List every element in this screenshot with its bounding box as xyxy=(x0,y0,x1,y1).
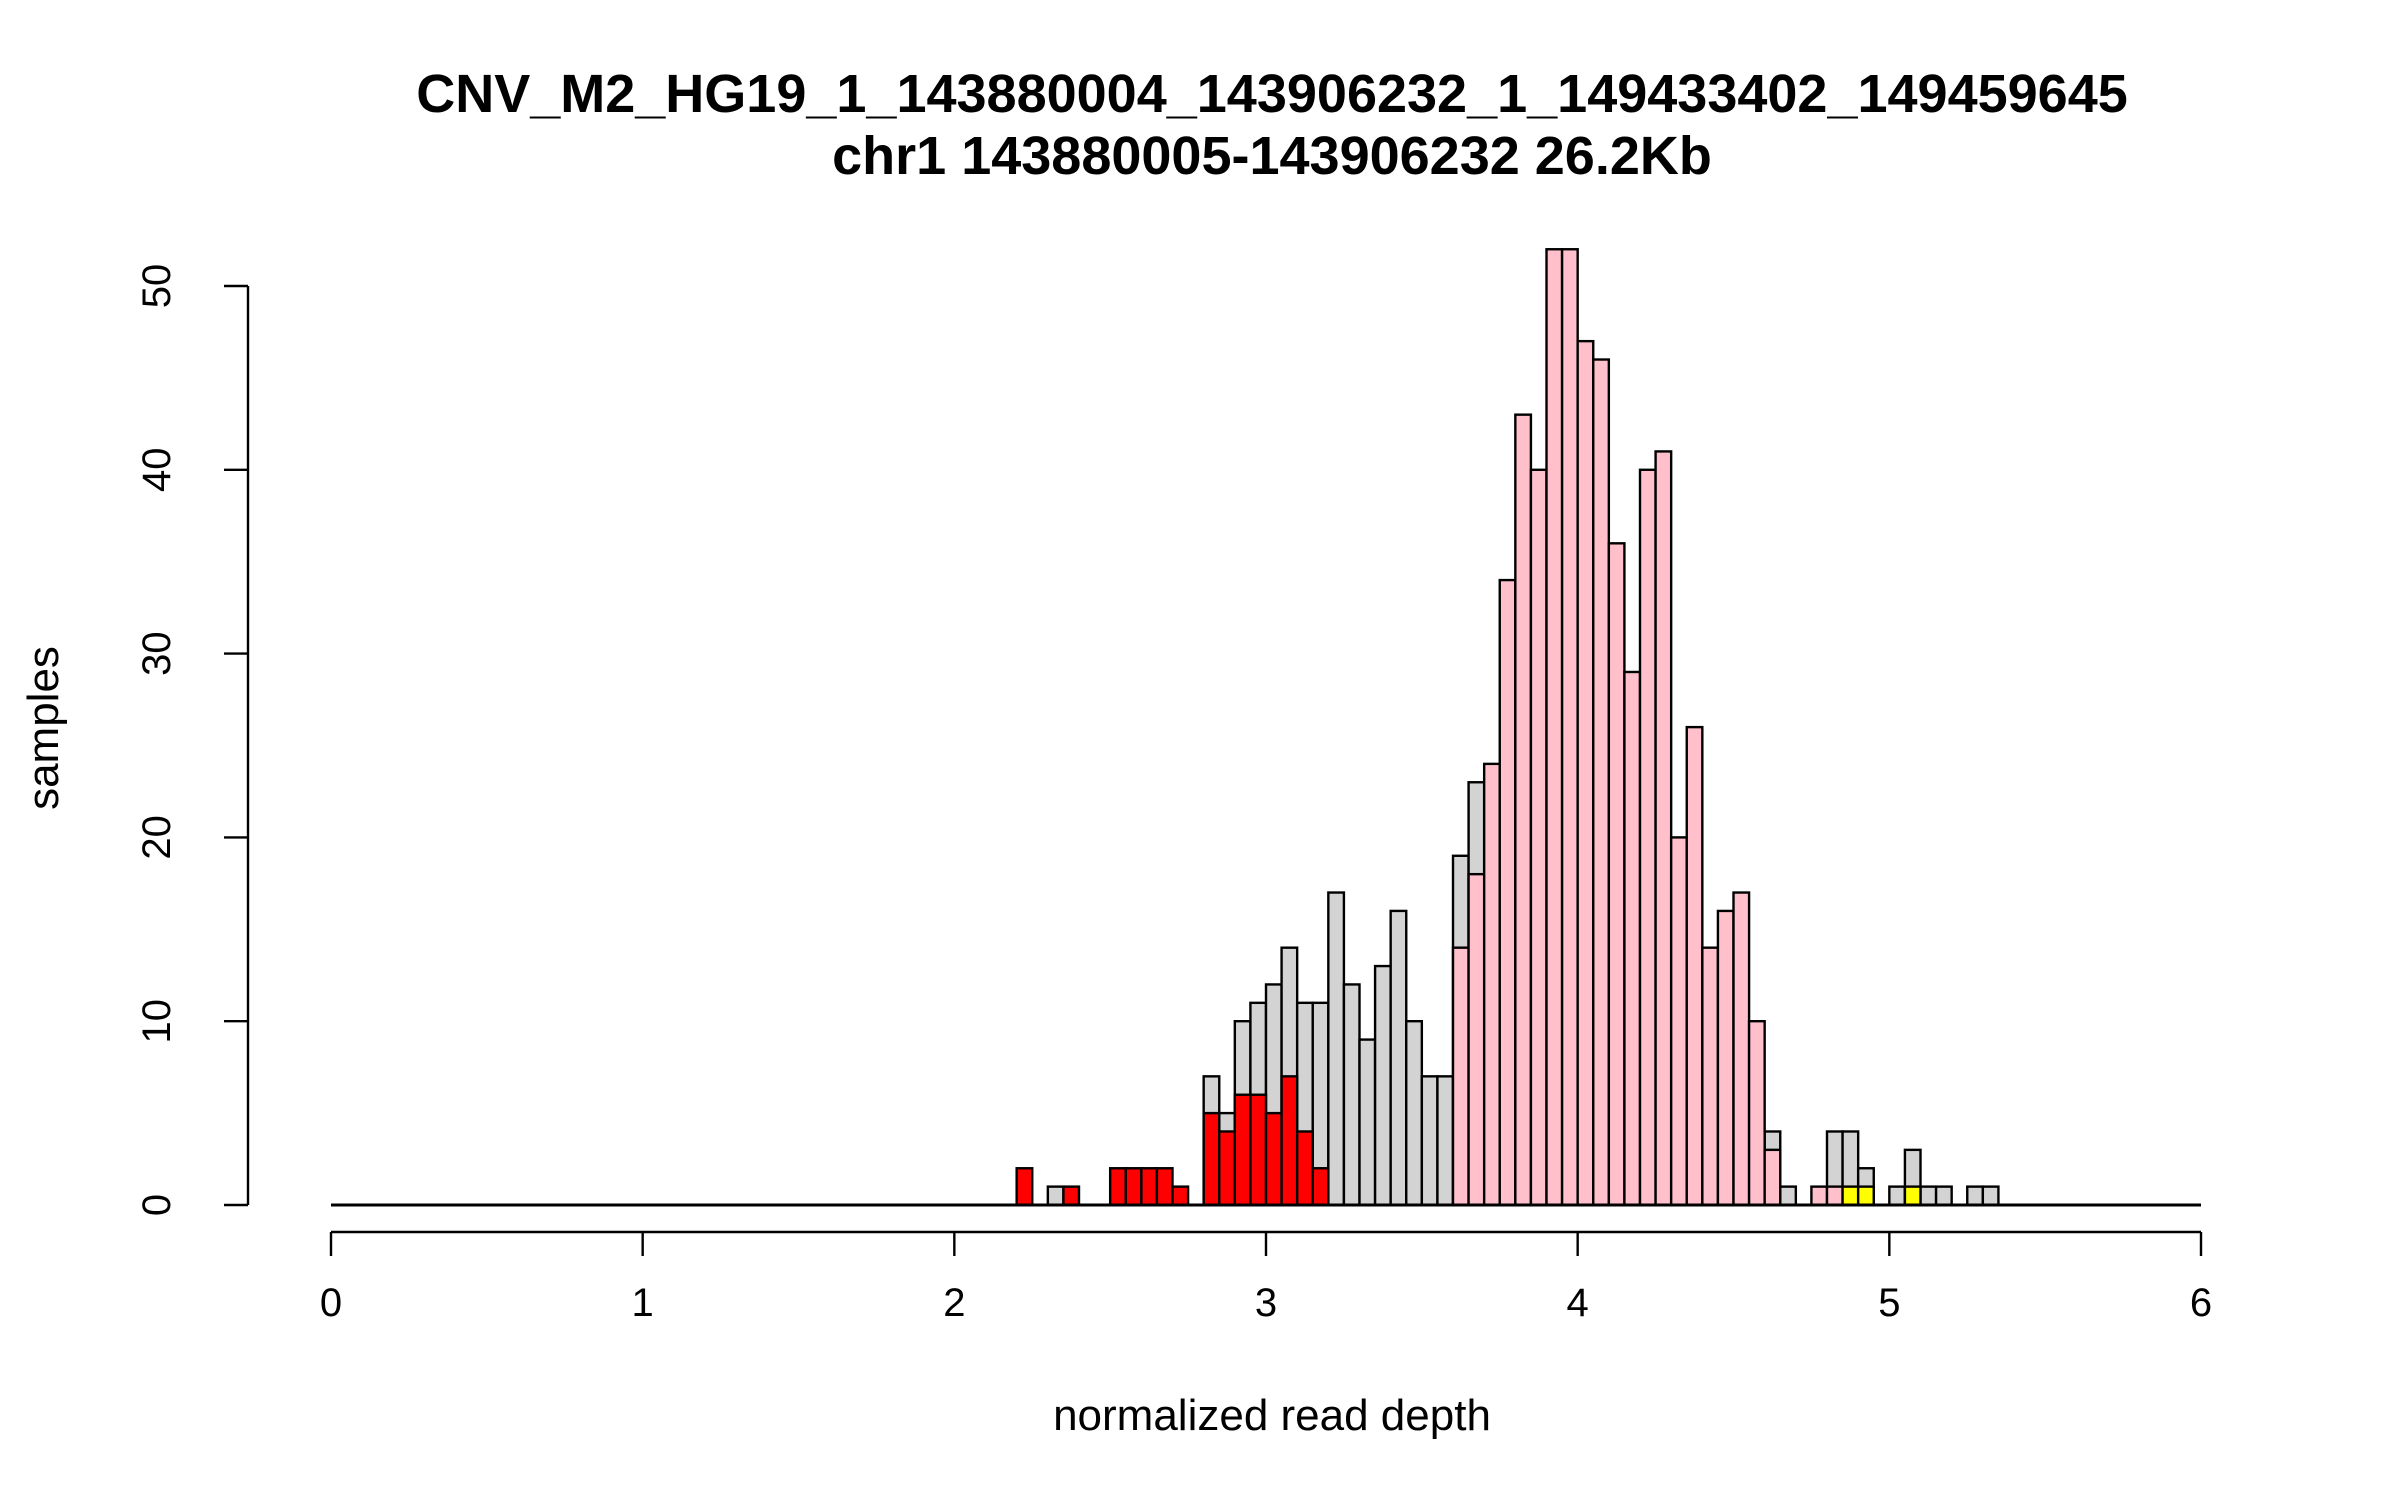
chart-subtitle: chr1 143880005-143906232 26.2Kb xyxy=(832,126,1712,186)
x-tick-label: 3 xyxy=(1255,1281,1277,1325)
histogram-bar xyxy=(1903,1185,1922,1207)
y-axis: 0 10 20 30 40 50 xyxy=(135,264,250,1216)
histogram-bar xyxy=(1171,1185,1190,1207)
histogram-bar xyxy=(1046,1185,1065,1207)
x-tick-label: 5 xyxy=(1878,1281,1900,1325)
histogram-bar xyxy=(1482,762,1501,1207)
histogram-bar xyxy=(1607,542,1626,1207)
y-tick-label: 0 xyxy=(135,1194,179,1216)
histogram-bar xyxy=(1560,248,1579,1207)
histogram-bar xyxy=(1701,946,1720,1207)
histogram-bar xyxy=(1654,450,1673,1207)
histogram-bar xyxy=(1015,1167,1034,1207)
histogram-bar xyxy=(1498,578,1517,1207)
chart-title: CNV_M2_HG19_1_143880004_143906232_1_1494… xyxy=(416,64,2128,124)
histogram-bar xyxy=(1124,1167,1143,1207)
histogram-bar xyxy=(1155,1167,1174,1207)
histogram-bar xyxy=(1405,1020,1424,1207)
histogram-bar xyxy=(1623,670,1642,1207)
histogram-bar xyxy=(1436,1075,1455,1207)
histogram-bar xyxy=(1467,872,1486,1207)
histogram-bar xyxy=(1264,1111,1283,1207)
histogram-bar xyxy=(1218,1130,1237,1207)
histogram-bar xyxy=(1202,1111,1221,1207)
histogram-bar xyxy=(1389,909,1408,1207)
x-axis: 0 1 2 3 4 5 6 xyxy=(320,1230,2212,1325)
y-tick-label: 30 xyxy=(135,631,179,676)
histogram-bar xyxy=(1888,1185,1907,1207)
histogram-bar xyxy=(1825,1185,1844,1207)
histogram-bar xyxy=(1420,1075,1439,1207)
histogram-bar xyxy=(1529,468,1548,1207)
histogram-bar xyxy=(1856,1185,1875,1207)
histogram-bar xyxy=(1451,946,1470,1207)
histogram-bar xyxy=(1108,1167,1127,1207)
histogram-bar xyxy=(1233,1093,1252,1207)
histogram-bar xyxy=(1966,1185,1985,1207)
histogram-bar xyxy=(1062,1185,1081,1207)
histogram-bar xyxy=(1716,909,1735,1207)
x-tick-label: 1 xyxy=(632,1281,654,1325)
histogram-bar xyxy=(1342,983,1361,1207)
histogram-bar xyxy=(1280,1075,1299,1207)
histogram-bar xyxy=(1311,1167,1330,1207)
histogram-bar xyxy=(1638,468,1657,1207)
histogram-bar xyxy=(1545,248,1564,1207)
histogram-bars xyxy=(331,248,2201,1207)
histogram-bar xyxy=(1669,836,1688,1207)
y-tick-label: 50 xyxy=(135,264,179,309)
histogram-bar xyxy=(1779,1185,1798,1207)
y-axis-label: samples xyxy=(19,646,68,810)
histogram-bar xyxy=(1981,1185,2000,1207)
histogram-bar xyxy=(1295,1130,1314,1207)
y-tick-label: 20 xyxy=(135,815,179,860)
histogram-bar xyxy=(1592,358,1611,1207)
histogram-bar xyxy=(1140,1167,1159,1207)
histogram-bar xyxy=(1576,339,1595,1207)
y-tick-label: 10 xyxy=(135,999,179,1043)
histogram-bar xyxy=(1249,1093,1268,1207)
histogram-bar xyxy=(1934,1185,1953,1207)
histogram-bar xyxy=(1841,1185,1860,1207)
x-axis-label: normalized read depth xyxy=(1053,1391,1491,1440)
histogram-bar xyxy=(1747,1020,1766,1207)
histogram-bar xyxy=(1514,413,1533,1207)
histogram-bar xyxy=(1685,725,1704,1207)
histogram-bar xyxy=(1732,891,1751,1207)
y-tick-label: 40 xyxy=(135,448,179,493)
histogram-bar xyxy=(1763,1148,1782,1207)
x-tick-label: 6 xyxy=(2190,1281,2212,1325)
histogram-bar xyxy=(1327,891,1346,1207)
histogram-bar xyxy=(1919,1185,1938,1207)
histogram-bar xyxy=(1373,964,1392,1207)
x-tick-label: 0 xyxy=(320,1281,342,1325)
histogram-bar xyxy=(1810,1185,1829,1207)
histogram-bar xyxy=(1358,1038,1377,1207)
x-tick-label: 2 xyxy=(943,1281,965,1325)
x-tick-label: 4 xyxy=(1567,1281,1589,1325)
